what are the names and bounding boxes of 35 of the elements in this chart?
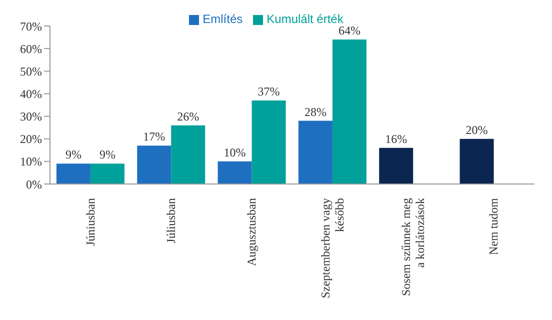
x-tick-label: Nem tudom xyxy=(486,197,501,255)
y-tick-label: 70% xyxy=(20,19,42,34)
data-label: 37% xyxy=(258,84,280,98)
y-tick-label: 0% xyxy=(26,177,42,192)
data-label: 10% xyxy=(224,145,246,160)
data-label: 9% xyxy=(99,148,116,162)
x-tick-label: Júniusban xyxy=(83,198,98,246)
bar xyxy=(218,161,252,184)
data-label: 64% xyxy=(338,24,360,38)
data-label: 26% xyxy=(177,109,200,124)
data-label: 16% xyxy=(385,132,408,146)
bar xyxy=(332,40,366,184)
y-tick-label: 40% xyxy=(20,86,42,101)
y-tick-label: 50% xyxy=(20,64,42,78)
data-label: 28% xyxy=(304,104,326,119)
bar xyxy=(252,100,286,184)
bar xyxy=(379,148,414,184)
y-tick-label: 10% xyxy=(20,154,42,169)
bar xyxy=(298,120,332,184)
x-tick-label: Augusztusban xyxy=(244,198,259,266)
bar xyxy=(460,138,494,184)
bar xyxy=(137,146,172,184)
legend-label: Kumulált érték xyxy=(266,12,344,26)
y-tick-label: 30% xyxy=(20,110,42,124)
legend-label: Említés xyxy=(202,12,243,26)
data-label: 17% xyxy=(143,130,166,144)
bar xyxy=(90,164,124,184)
data-label: 20% xyxy=(466,122,488,137)
bar xyxy=(171,125,206,184)
x-tick-label: Júliusban xyxy=(164,198,178,244)
data-label: 9% xyxy=(65,148,82,162)
x-tick-label: Szeptemberben vagy később xyxy=(318,198,346,298)
bar xyxy=(56,164,90,184)
y-tick-label: 60% xyxy=(20,42,42,56)
y-tick-label: 20% xyxy=(20,132,42,146)
